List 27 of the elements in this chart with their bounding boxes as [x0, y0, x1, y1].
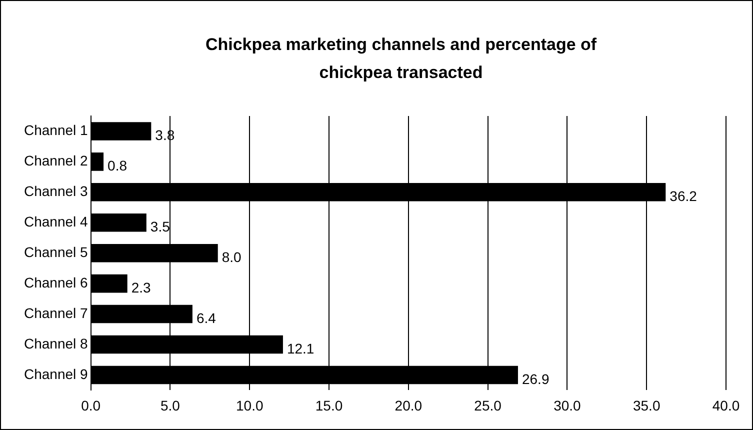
- x-tick-label: 0.0: [81, 397, 101, 414]
- data-label: 3.5: [150, 218, 170, 234]
- x-tick-label: 30.0: [554, 397, 582, 414]
- data-label: 6.4: [196, 310, 216, 326]
- x-tick-label: 15.0: [315, 397, 343, 414]
- y-tick-label: Channel 8: [24, 335, 88, 352]
- data-label: 36.2: [670, 188, 698, 204]
- x-tick-label: 25.0: [474, 397, 502, 414]
- y-tick-label: Channel 3: [24, 183, 88, 200]
- y-tick-label: Channel 2: [24, 152, 88, 169]
- x-tick-label: 20.0: [394, 397, 422, 414]
- data-label: 0.8: [108, 158, 128, 174]
- x-tick-label: 10.0: [236, 397, 264, 414]
- x-tick-label: 40.0: [712, 397, 740, 414]
- x-tick-label: 5.0: [160, 397, 180, 414]
- data-label: 2.3: [131, 279, 152, 296]
- y-tick-label: Channel 5: [24, 244, 88, 260]
- y-tick-label: Channel 7: [24, 304, 88, 321]
- chart-title: Chickpea marketing channels and percentage of chickpea transacted: [204, 34, 598, 84]
- data-label: 26.9: [522, 370, 550, 387]
- x-tick-label: 35.0: [632, 397, 660, 414]
- y-tick-label: Channel 4: [24, 213, 88, 230]
- data-label: 8.0: [222, 248, 242, 265]
- y-tick-label: Channel 9: [24, 366, 88, 382]
- y-tick-label: Channel 6: [24, 274, 88, 290]
- data-label: 12.1: [286, 340, 314, 356]
- y-tick-label: Channel 1: [24, 122, 88, 138]
